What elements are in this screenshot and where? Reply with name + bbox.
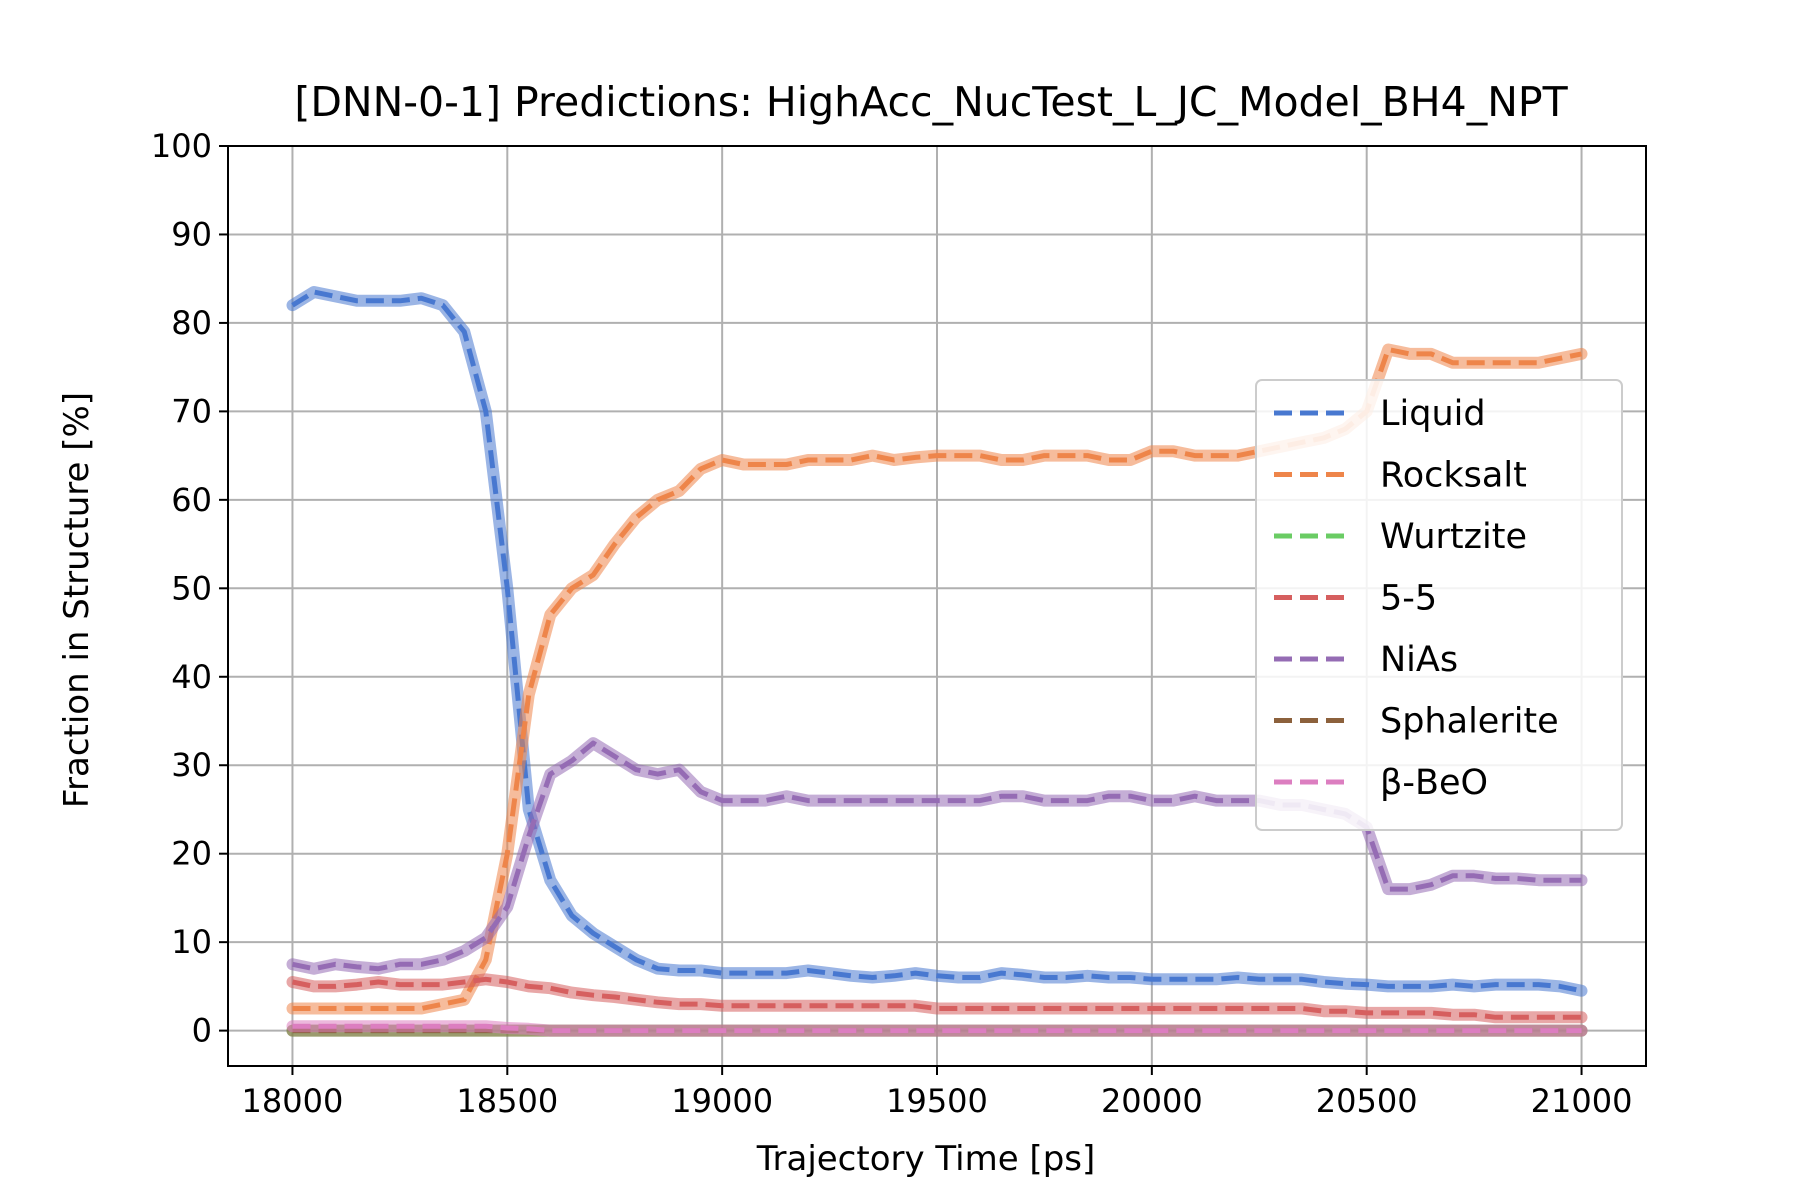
y-tick-label: 0	[192, 1012, 212, 1050]
y-tick-label: 10	[171, 923, 212, 961]
x-axis-label: Trajectory Time [ps]	[756, 1139, 1096, 1179]
y-tick-label: 40	[171, 658, 212, 696]
legend-label: Wurtzite	[1380, 517, 1527, 557]
legend-label: 5-5	[1380, 579, 1437, 619]
chart-title: [DNN-0-1] Predictions: HighAcc_NucTest_L…	[294, 78, 1568, 126]
x-tick-label: 19000	[671, 1082, 773, 1120]
legend-label: Rocksalt	[1380, 456, 1527, 496]
y-tick-label: 90	[171, 215, 212, 253]
x-tick-label: 18000	[242, 1082, 344, 1120]
legend: Liquid Rocksalt Wurtzite 5-5 NiAs Sphalerite β…	[1255, 379, 1623, 831]
series-line-beo	[292, 1023, 1582, 1034]
axis-ticks: 18000 18500 19000 19500 20000 20500 21000 0 10 20…	[151, 127, 1633, 1120]
x-tick-label: 21000	[1531, 1082, 1633, 1120]
y-tick-label: 20	[171, 835, 212, 873]
series-line-5-5	[291, 976, 1582, 1020]
series-line-liquid	[291, 289, 1583, 994]
y-tick-label: 60	[171, 481, 212, 519]
y-tick-label: 80	[171, 304, 212, 342]
y-axis-label: Fraction in Structure [%]	[57, 392, 97, 808]
y-tick-label: 100	[151, 127, 212, 165]
x-tick-label: 20500	[1316, 1082, 1418, 1120]
y-tick-label: 30	[171, 746, 212, 784]
legend-label: β-BeO	[1380, 763, 1488, 803]
legend-label: Sphalerite	[1380, 702, 1559, 742]
legend-label: NiAs	[1380, 640, 1458, 680]
x-tick-label: 19500	[886, 1082, 988, 1120]
x-tick-label: 20000	[1101, 1082, 1203, 1120]
legend-box	[1255, 379, 1623, 831]
y-tick-label: 70	[171, 392, 212, 430]
legend-label: Liquid	[1380, 394, 1486, 434]
y-tick-label: 50	[171, 569, 212, 607]
x-tick-label: 18500	[456, 1082, 558, 1120]
